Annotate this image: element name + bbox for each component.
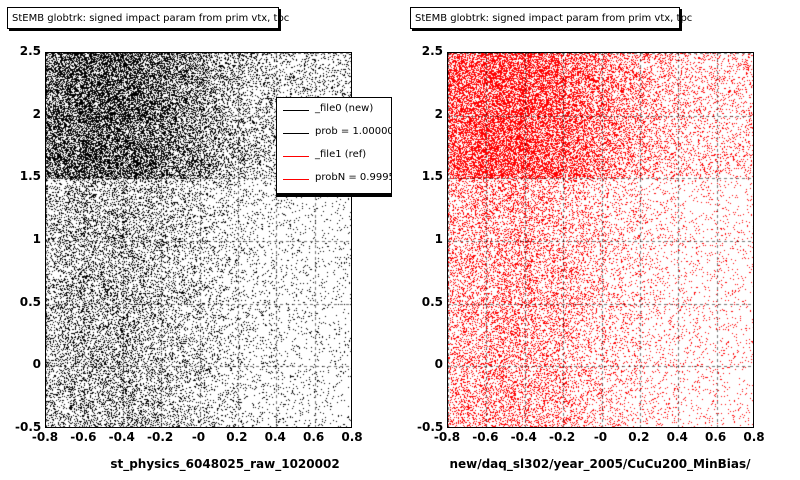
legend-line-probn [283,179,309,180]
legend-entry-file0: _file0 (new) [277,100,391,120]
legend-label-file1: _file1 (ref) [315,149,367,160]
x-tick-label: 0.2 [226,430,248,444]
right-pad-title: StEMB globtrk: signed impact param from … [410,7,692,29]
legend-line-file0 [283,110,309,111]
x-tick-label: 0.6 [302,430,325,444]
x-tick-label: 0.6 [704,430,727,444]
y-tick-label: 2.5 [421,44,443,58]
legend-label-prob: prob = 1.000000 [315,126,392,137]
legend-box[interactable]: _file0 (new) prob = 1.000000 _file1 (ref… [276,97,392,194]
x-tick-label: -0.8 [433,430,461,444]
x-tick-label: -0 [593,430,608,444]
x-tick-label: -0.6 [70,430,97,444]
y-tick-label: 0.5 [421,294,443,309]
y-tick-label: 0.5 [19,294,41,309]
legend-label-probn: probN = 0.999550 [315,172,391,183]
legend-entry-probn: probN = 0.999550 [277,169,391,189]
y-tick-label: 1.5 [19,169,41,184]
y-tick-label: -0.5 [417,420,444,434]
x-tick-label: -0.4 [510,430,537,444]
x-tick-label: -0.2 [549,430,576,444]
legend-line-prob [283,133,309,134]
legend-entry-prob: prob = 1.000000 [277,123,392,143]
y-tick-label: 0 [32,357,41,372]
x-tick-label: -0.4 [108,430,135,444]
x-tick-label: 0.2 [628,430,650,444]
y-tick-label: 0 [434,357,443,372]
legend-line-file1 [283,156,309,157]
x-tick-label: 0.4 [264,430,286,444]
y-tick-label: 1.5 [421,169,443,184]
legend-label-file0: _file0 (new) [315,103,374,114]
left-x-axis-label: st_physics_6048025_raw_1020002 [110,457,340,471]
y-tick-label: 2.5 [19,44,41,58]
y-tick-label: 2 [434,106,443,121]
legend-entry-file1: _file1 (ref) [277,146,391,166]
x-tick-label: 0.8 [743,430,765,444]
left-pad-title: StEMB globtrk: signed impact param from … [7,7,289,29]
y-tick-label: -0.5 [15,420,42,434]
x-tick-label: -0.2 [147,430,174,444]
x-tick-label: -0.6 [472,430,499,444]
x-tick-label: 0.4 [666,430,688,444]
right-x-axis-label: new/daq_sl302/year_2005/CuCu200_MinBias/ [449,457,751,471]
y-tick-label: 1 [32,232,41,246]
x-tick-label: -0 [191,430,206,444]
right-scatter-canvas [448,53,753,427]
y-tick-label: 1 [434,232,443,246]
right-plot-frame[interactable] [447,52,754,428]
y-tick-label: 2 [32,106,41,121]
x-tick-label: 0.8 [341,430,363,444]
x-tick-label: -0.8 [31,430,59,444]
